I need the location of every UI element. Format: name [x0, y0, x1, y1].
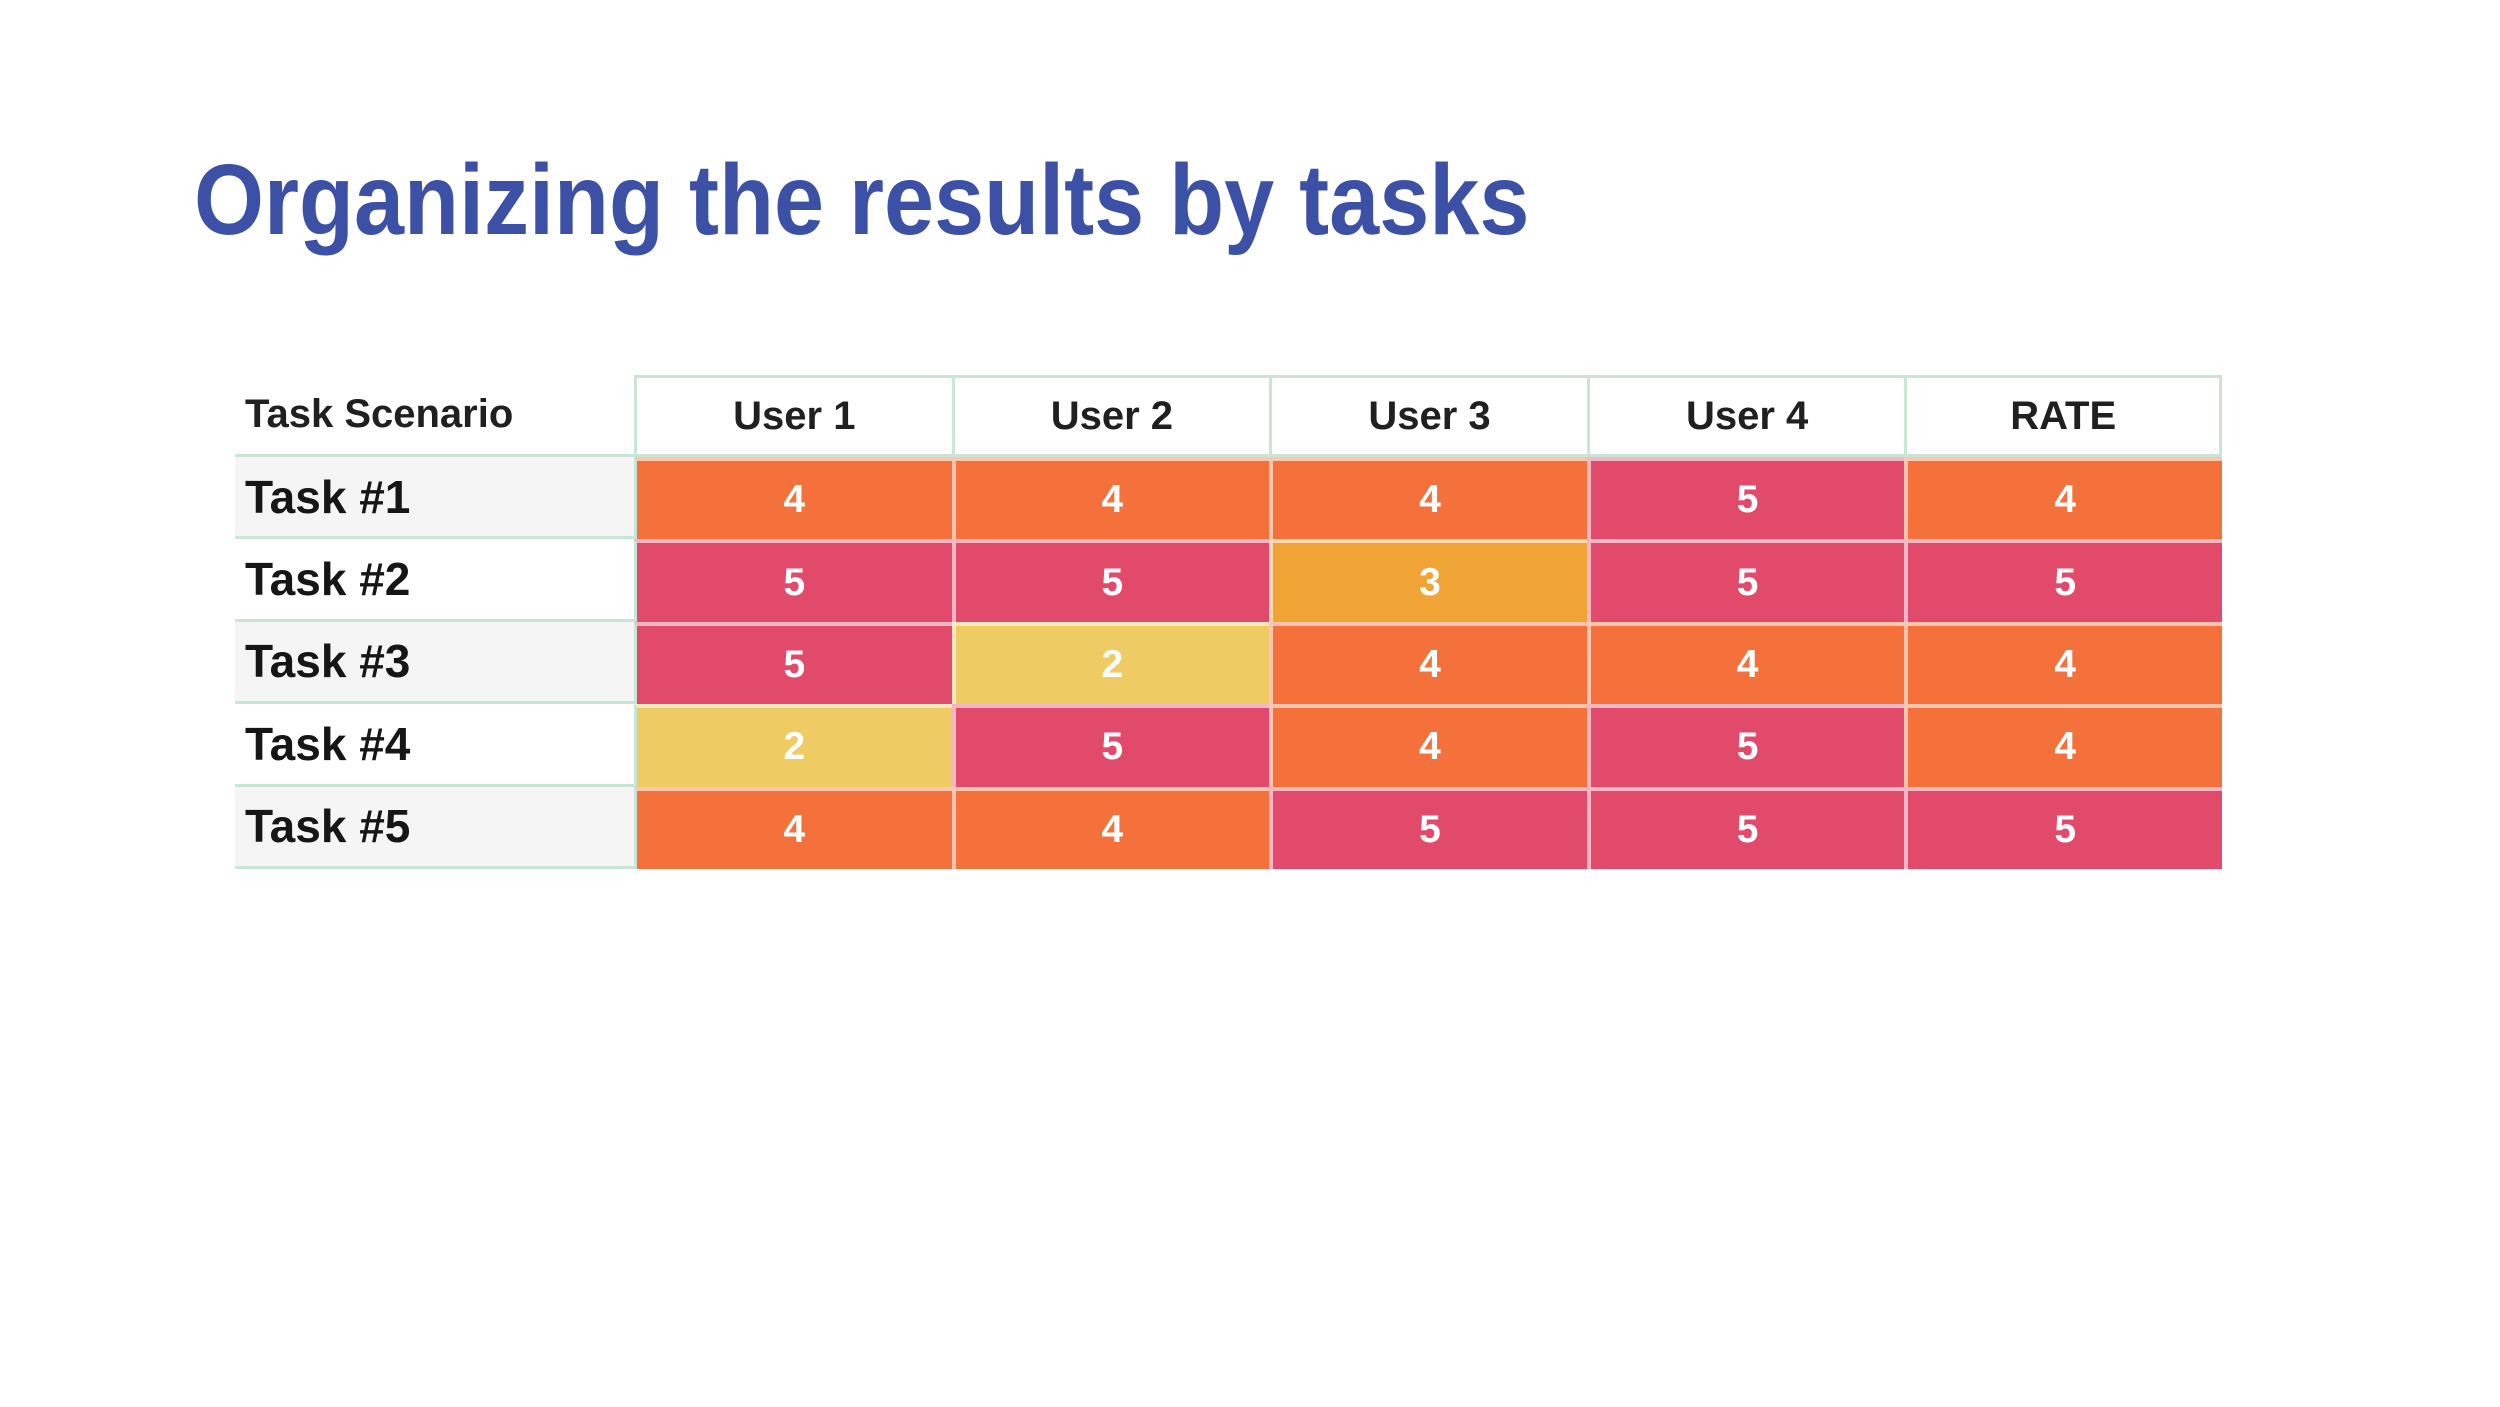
column-header-user-3: User 3	[1269, 375, 1587, 457]
slide-title: Organizing the results by tasks	[194, 144, 1530, 256]
score-cell: 5	[1904, 539, 2222, 622]
score-cell: 2	[951, 621, 1270, 705]
results-table: Task Scenario User 1 User 2 User 3 User …	[235, 375, 2222, 869]
score-cell: 3	[1269, 539, 1587, 622]
row-label-task-3: Task #3	[235, 621, 634, 705]
column-header-rate: RATE	[1904, 375, 2222, 457]
score-cell: 5	[1904, 786, 2222, 869]
score-cell: 4	[1269, 704, 1587, 787]
score-cell: 5	[634, 621, 952, 705]
score-cell: 4	[951, 786, 1270, 869]
score-cell: 5	[1586, 539, 1905, 622]
score-cell: 2	[634, 704, 952, 787]
score-cell: 4	[1904, 621, 2222, 705]
column-header-user-1: User 1	[634, 375, 952, 457]
score-cell: 4	[1269, 457, 1587, 540]
row-label-task-2: Task #2	[235, 539, 634, 622]
score-cell: 4	[951, 457, 1270, 540]
score-cell: 4	[634, 457, 952, 540]
score-cell: 4	[1269, 621, 1587, 705]
score-cell: 4	[1586, 621, 1905, 705]
score-cell: 5	[1269, 786, 1587, 869]
score-cell: 5	[1586, 457, 1905, 540]
row-label-task-5: Task #5	[235, 786, 634, 869]
score-cell: 5	[1586, 786, 1905, 869]
score-cell: 5	[1586, 704, 1905, 787]
score-cell: 4	[634, 786, 952, 869]
column-header-task-scenario: Task Scenario	[235, 375, 634, 457]
column-header-user-4: User 4	[1586, 375, 1905, 457]
score-cell: 5	[634, 539, 952, 622]
score-cell: 5	[951, 704, 1270, 787]
score-cell: 5	[951, 539, 1270, 622]
row-label-task-1: Task #1	[235, 457, 634, 540]
row-label-task-4: Task #4	[235, 704, 634, 787]
column-header-user-2: User 2	[951, 375, 1270, 457]
score-cell: 4	[1904, 457, 2222, 540]
score-cell: 4	[1904, 704, 2222, 787]
